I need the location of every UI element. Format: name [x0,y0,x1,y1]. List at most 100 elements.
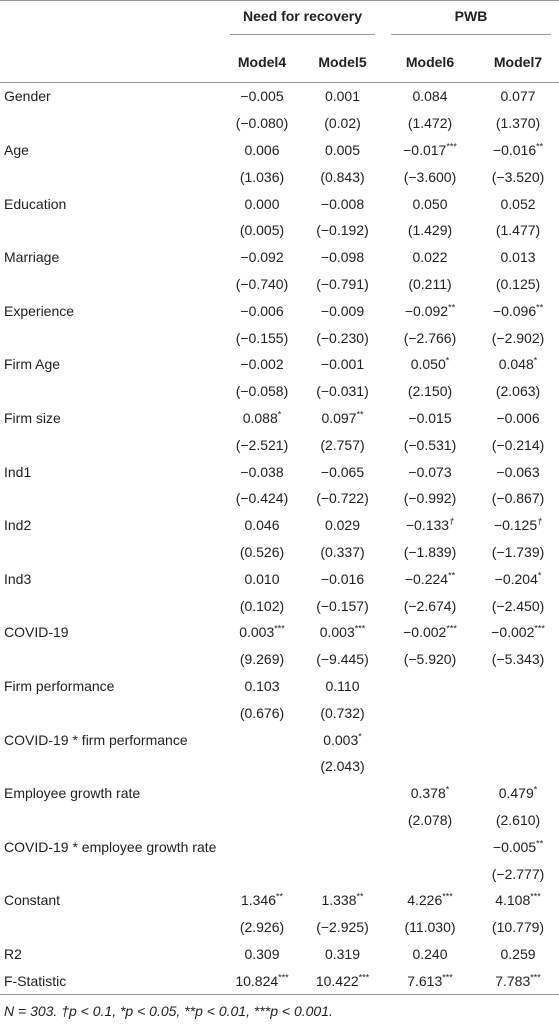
cell-value: (0.211) [408,275,452,292]
row-label: Ind1 [4,463,32,480]
table-cell: (−0.531) [383,431,477,458]
cell-value: (−0.155) [235,329,289,346]
cell-value: (−0.791) [316,275,369,292]
cell-value: −0.204 [494,570,538,587]
cell-value: 4.108 [495,892,531,909]
cell-value: 0.003 [319,624,355,641]
table-cell: (−0.031) [302,378,383,405]
table-cell: −0.006 [222,297,302,324]
table-cell: 0.309 [222,941,302,968]
row-label [0,807,222,834]
table-cell: (−0.192) [302,217,383,244]
table-cell: (0.102) [222,592,302,619]
table-cell: (2.926) [222,914,302,941]
cell-value: 0.029 [324,517,361,534]
cell-value: (1.429) [407,222,453,239]
table-cell: 0.001 [302,83,383,110]
table-cell: (2.078) [383,807,477,834]
table-row: (2.078) (2.610) [0,807,559,834]
table-cell: 0.097** [302,405,383,432]
cell-value: −0.006 [496,409,540,426]
cell-value: (2.150) [407,383,453,400]
table-cell: 0.110 [302,673,383,700]
table-row: (−2.777) [0,860,559,887]
cell-value: 0.479 [498,785,534,802]
significance-mark: ** [536,302,544,313]
cell-value: (−5.343) [491,651,545,668]
cell-value: 0.006 [244,141,280,158]
cell-value: 7.613 [407,972,443,989]
table-cell: −0.092** [383,297,477,324]
cell-value: (−0.992) [403,490,457,507]
table-cell: −0.005 [222,83,302,110]
table-cell: −0.204* [477,565,559,592]
row-label: Ind2 [4,517,32,534]
significance-mark: *** [442,972,453,983]
table-row: (1.036) (0.843) (−3.600) (−3.520) [0,163,559,190]
significance-mark: † [537,516,543,527]
table-cell [477,753,559,780]
cell-value: (1.370) [495,115,541,132]
table-cell: (−3.520) [477,163,559,190]
table-cell: −0.016** [477,137,559,164]
footnote: N = 303. †p < 0.1, *p < 0.05, **p < 0.01… [4,1003,333,1020]
table-row: COVID-19 * employee growth rate −0.005** [0,833,559,860]
cell-value: (−5.920) [403,651,457,668]
table-cell: 0.103 [222,673,302,700]
table-cell: 4.108*** [477,887,559,914]
table-row: Marriage −0.092 −0.098 0.022 0.013 [0,244,559,271]
table-row: Firm Age −0.002 −0.001 0.050* 0.048* [0,351,559,378]
table-cell: (−0.424) [222,485,302,512]
table-cell: −0.073 [383,458,477,485]
table-cell: −0.125† [477,512,559,539]
table-cell: (−3.600) [383,163,477,190]
table-cell: −0.006 [477,405,559,432]
table-cell: (−0.867) [477,485,559,512]
significance-mark: *** [274,623,285,634]
cell-value: (−0.157) [316,597,369,614]
row-label [0,163,222,190]
table-row: (2.043) [0,753,559,780]
cell-value: −0.015 [408,409,452,426]
table-row: Ind2 0.046 0.029 −0.133† −0.125† [0,512,559,539]
table-cell: (−5.920) [383,646,477,673]
cell-value: (2.757) [320,436,365,453]
cell-value: −0.065 [320,463,365,480]
cell-value: −0.001 [320,356,365,373]
cell-value: 0.013 [500,249,536,266]
model-header: Model7 [477,41,559,83]
significance-mark: *** [278,972,289,983]
row-label [0,217,222,244]
cell-value: (0.005) [239,222,285,239]
table-row: (0.526) (0.337) (−1.839) (−1.739) [0,539,559,566]
cell-value: (−0.230) [316,329,369,346]
table-cell: (1.477) [477,217,559,244]
row-label [0,110,222,137]
table-cell: −0.015 [383,405,477,432]
cell-value: 1.338 [321,892,357,909]
cell-value: (2.926) [239,919,285,936]
row-label [0,592,222,619]
significance-mark: * [445,784,450,795]
row-label: Experience [4,302,75,319]
cell-value: −0.002 [403,624,447,641]
table-cell: (−2.674) [383,592,477,619]
significance-mark: *** [534,623,545,634]
table-cell: (0.676) [222,699,302,726]
cell-value: −0.125 [493,517,538,534]
table-cell: (−1.839) [383,539,477,566]
table-row: (0.102) (−0.157) (−2.674) (−2.450) [0,592,559,619]
cell-value: 0.110 [325,677,360,694]
table-cell: (2.150) [383,378,477,405]
row-label: Education [4,195,67,212]
table-cell: (−2.925) [302,914,383,941]
table-cell: −0.092 [222,244,302,271]
row-label [0,914,222,941]
table-cell: (−2.521) [222,431,302,458]
cell-value: 0.088 [242,409,278,426]
cell-value: 0.103 [244,677,280,694]
table-cell: (0.005) [222,217,302,244]
table-cell: −0.009 [302,297,383,324]
cell-value: 0.048 [498,356,534,373]
table-body: Gender −0.005 0.001 0.084 0.077 (−0.080) (0.02… [0,83,559,996]
